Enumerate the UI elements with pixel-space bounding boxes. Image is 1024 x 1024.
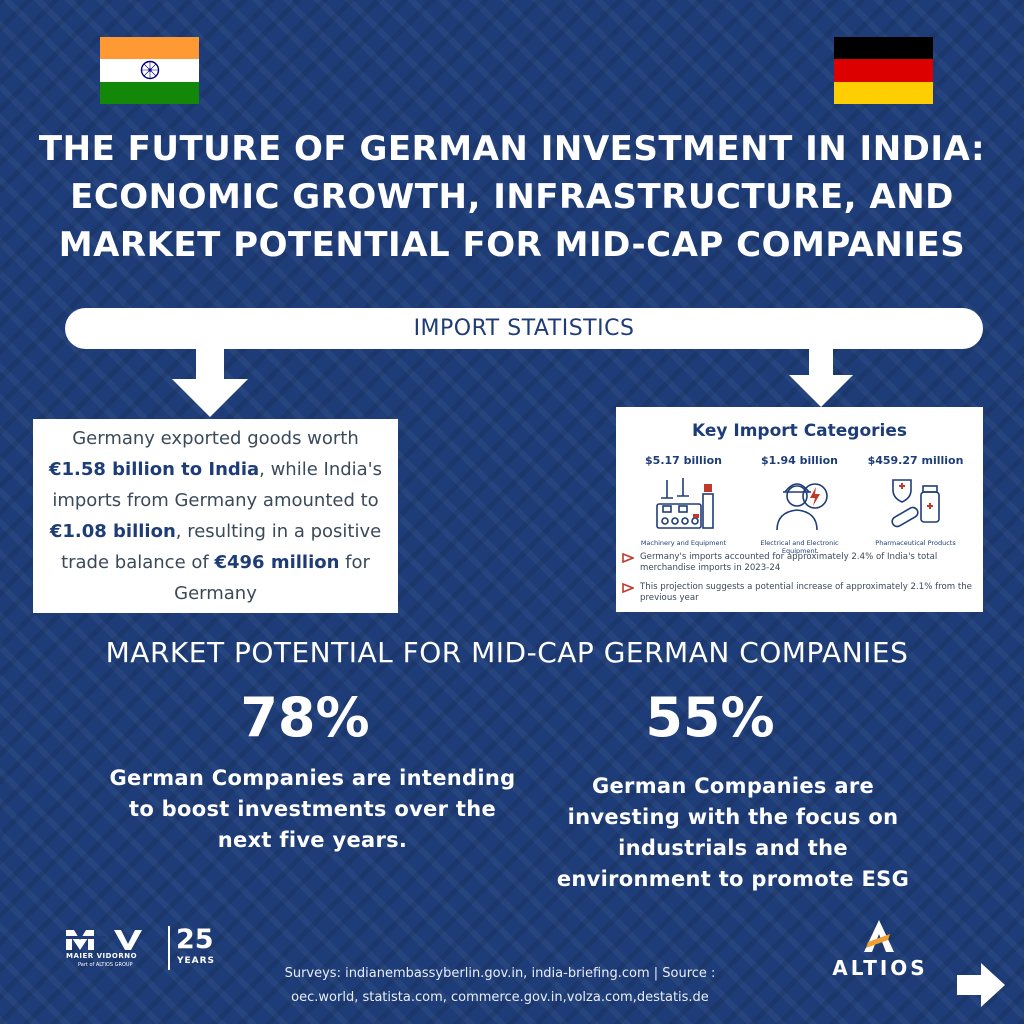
trade-text-3: , resulting in a positive trade balance … xyxy=(61,521,382,573)
category-value: $5.17 billion xyxy=(645,454,722,467)
import-note-text: This projection suggests a potential inc… xyxy=(640,582,972,603)
mv-divider xyxy=(168,926,170,970)
altios-wordmark: ALTIOS xyxy=(832,956,928,980)
electrician-icon xyxy=(775,483,828,531)
sources-line-2: oec.world, statista.com, commerce.gov.in… xyxy=(291,990,709,1005)
down-arrow-left-icon xyxy=(172,349,248,417)
category-electrical: $1.94 billion Electrical and Electronic … xyxy=(742,454,857,555)
import-statistics-label: IMPORT STATISTICS xyxy=(413,316,635,341)
play-bullet-icon xyxy=(622,553,634,563)
mv-brand-text: MAIER VIDORNO xyxy=(66,952,138,960)
altios-mark-icon xyxy=(864,920,894,952)
trade-balance-value: €496 million xyxy=(214,552,340,573)
category-label: Pharmaceutical Products xyxy=(875,539,956,547)
trade-text-1: Germany exported goods worth xyxy=(72,428,359,449)
pharma-icon xyxy=(890,479,940,528)
ashoka-chakra-icon xyxy=(140,61,159,80)
key-import-categories-box: Key Import Categories $5.17 billion Mach… xyxy=(616,407,983,612)
stat-value-55: 55% xyxy=(645,686,775,749)
market-potential-title: MARKET POTENTIAL FOR MID-CAP GERMAN COMP… xyxy=(105,636,909,669)
import-statistics-banner: IMPORT STATISTICS xyxy=(65,308,983,349)
category-value: $1.94 billion xyxy=(761,454,838,467)
import-note-2: This projection suggests a potential inc… xyxy=(622,582,972,604)
mv-years-label: YEARS xyxy=(177,956,216,966)
category-value: $459.27 million xyxy=(867,454,964,467)
trade-imports-value: €1.08 billion xyxy=(49,521,176,542)
trade-text-2: , while India's imports from Germany amo… xyxy=(52,459,383,511)
trade-text-4: for Germany xyxy=(174,552,370,604)
category-label: Machinery and Equipment xyxy=(640,539,727,547)
sources-line-1: Surveys: indianembassyberlin.gov.in, ind… xyxy=(284,966,716,981)
category-label: Electrical and Electronic Equipment xyxy=(760,539,839,555)
sources-text: Surveys: indianembassyberlin.gov.in, ind… xyxy=(250,962,750,1010)
maier-vidorno-logo: MAIER VIDORNO Part of ALTIOS GROUP 25 YE… xyxy=(62,924,217,972)
india-flag xyxy=(100,37,199,104)
page-title: THE FUTURE OF GERMAN INVESTMENT IN INDIA… xyxy=(20,125,1004,269)
stat-description-55: German Companies are investing with the … xyxy=(556,774,910,891)
trade-summary-box: Germany exported goods worth €1.58 billi… xyxy=(33,419,398,613)
mv-monogram-icon xyxy=(66,930,142,950)
title-line-2: ECONOMIC GROWTH, INFRASTRUCTURE, AND xyxy=(70,177,954,217)
altios-logo: ALTIOS xyxy=(830,918,930,980)
import-note-text: Germany's imports accounted for approxim… xyxy=(640,552,938,573)
category-pharma: $459.27 million Pharmaceutical Products xyxy=(858,454,973,547)
stat-description-78: German Companies are intending to boost … xyxy=(109,766,516,852)
next-arrow-icon[interactable] xyxy=(955,961,1007,1009)
down-arrow-right-icon xyxy=(789,349,853,407)
title-line-3: MARKET POTENTIAL FOR MID-CAP COMPANIES xyxy=(58,225,966,265)
title-line-1: THE FUTURE OF GERMAN INVESTMENT IN INDIA… xyxy=(38,129,986,169)
trade-exports-value: €1.58 billion to India xyxy=(48,459,260,480)
play-bullet-icon xyxy=(622,583,634,593)
stat-value-78: 78% xyxy=(240,686,370,749)
category-machinery: $5.17 billion Machinery and Equipment xyxy=(626,454,741,547)
mv-sub-text: Part of ALTIOS GROUP xyxy=(78,962,133,968)
machinery-icon xyxy=(655,478,714,529)
key-import-categories-title: Key Import Categories xyxy=(691,421,908,441)
germany-flag xyxy=(834,37,933,104)
import-note-1: Germany's imports accounted for approxim… xyxy=(622,552,972,574)
mv-years-number: 25 xyxy=(176,924,214,955)
